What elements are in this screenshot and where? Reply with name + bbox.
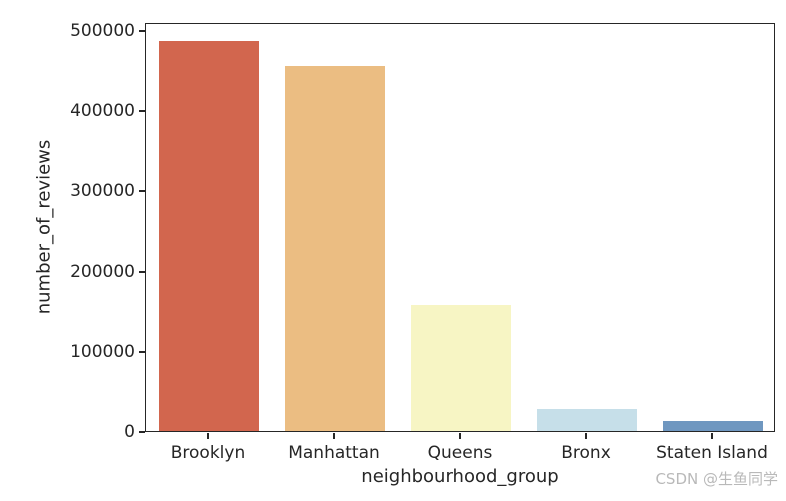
x-tick-mark — [711, 433, 713, 439]
y-tick-label: 400000 — [70, 101, 135, 122]
x-tick-mark — [207, 433, 209, 439]
y-tick-mark — [139, 431, 145, 433]
y-tick-label: 100000 — [70, 341, 135, 362]
x-tick-label: Brooklyn — [170, 443, 246, 463]
x-tick-mark — [459, 433, 461, 439]
watermark: CSDN @生鱼同学 — [655, 470, 778, 488]
y-tick-label: 300000 — [70, 181, 135, 202]
x-axis-label: neighbourhood_group — [361, 466, 559, 487]
y-tick-mark — [139, 110, 145, 113]
y-tick-mark — [139, 190, 145, 193]
x-tick-label: Bronx — [561, 443, 611, 463]
bar-bronx — [536, 408, 638, 431]
x-tick-label: Manhattan — [288, 443, 380, 463]
y-tick-label: 500000 — [70, 21, 135, 42]
y-tick-mark — [139, 30, 145, 33]
x-tick-mark — [333, 433, 335, 439]
plot-area — [145, 23, 775, 432]
x-tick-label: Staten Island — [656, 443, 768, 463]
x-tick-label: Queens — [427, 443, 493, 463]
bar-brooklyn — [158, 41, 260, 431]
y-axis-label: number_of_reviews — [33, 139, 55, 315]
bar-manhattan — [284, 66, 386, 431]
bar-staten-island — [662, 421, 764, 431]
y-tick-label: 0 — [124, 422, 135, 442]
y-tick-mark — [139, 270, 145, 273]
y-tick-mark — [139, 350, 145, 353]
x-tick-mark — [585, 433, 587, 439]
y-tick-label: 200000 — [70, 261, 135, 282]
bar-queens — [410, 305, 512, 431]
